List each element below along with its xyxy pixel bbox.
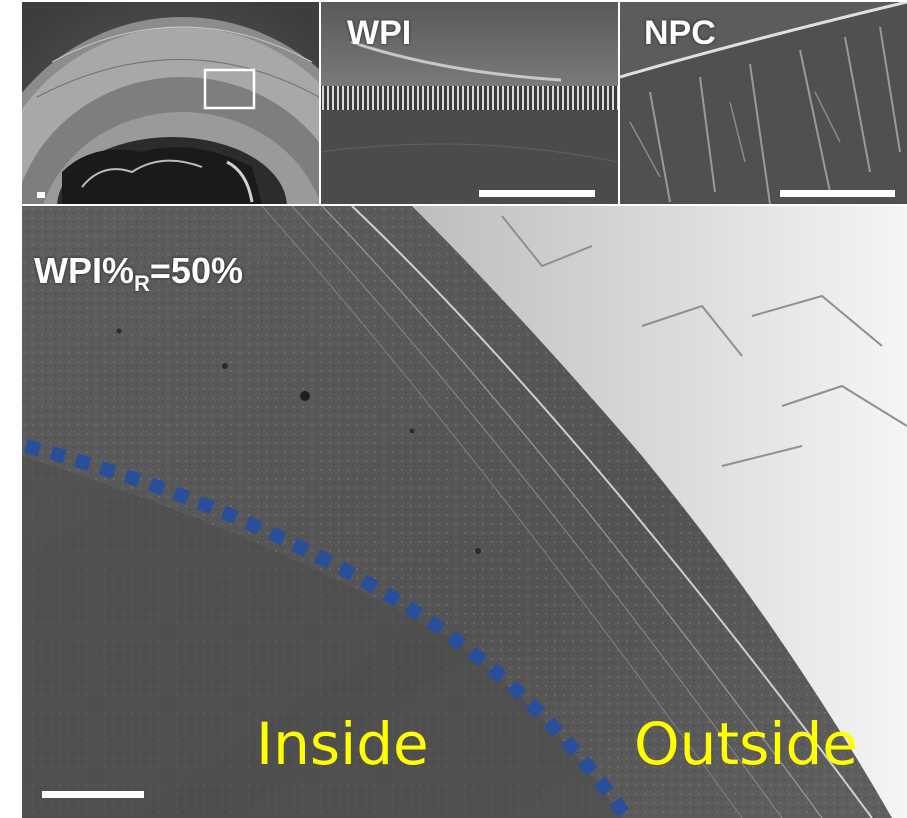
overview-micrograph (22, 2, 319, 204)
wpi-panel: WPI (321, 2, 618, 204)
wpi-label: WPI (347, 14, 412, 52)
inside-label: Inside (256, 710, 429, 778)
wpi-ratio-main: WPI% (34, 250, 135, 291)
wpi-ratio-sub: R (134, 271, 150, 296)
npc-scalebar (780, 190, 895, 197)
npc-label: NPC (644, 14, 716, 52)
boundary-dotted-line (24, 439, 633, 818)
wpi-micrograph (321, 2, 618, 204)
selection-box (203, 68, 256, 110)
wpi-scalebar (479, 190, 595, 197)
overview-scalebar (37, 192, 45, 198)
npc-micrograph (620, 2, 907, 204)
npc-panel: NPC (620, 2, 907, 204)
wpi-ratio-label: WPI%R=50% (34, 250, 243, 297)
main-scalebar (42, 791, 144, 798)
outside-label: Outside (634, 710, 858, 778)
overview-panel (22, 2, 319, 204)
main-micrograph (22, 206, 907, 818)
main-panel: WPI%R=50% Inside Outside (22, 206, 907, 818)
wpi-ratio-tail: =50% (149, 250, 243, 291)
